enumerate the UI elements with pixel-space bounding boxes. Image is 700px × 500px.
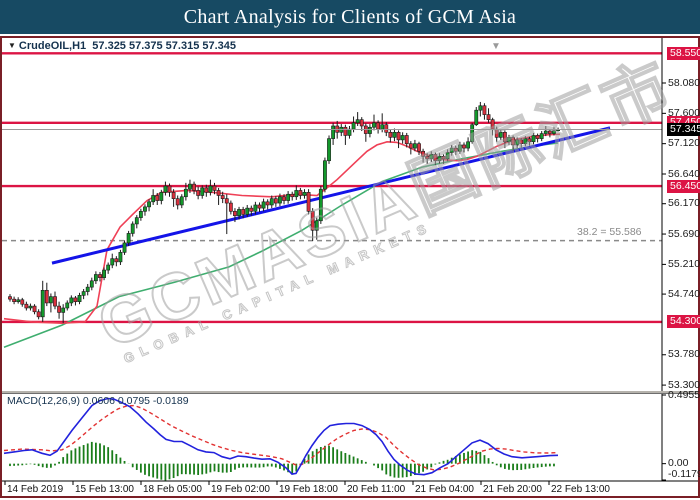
price-tick-54.740: 54.740 [668,287,700,300]
macd-main-line [3,397,559,476]
date-label-6: 21 Feb 04:00 [415,484,474,495]
title-banner: Chart Analysis for Clients of GCM Asia [0,0,700,34]
fib-382-label: 38.2 = 55.586 [577,225,642,238]
price-tick-57.600: 57.600 [668,106,700,119]
price-tick-57.120: 57.120 [668,137,700,150]
date-label-3: 19 Feb 02:00 [211,484,270,495]
price-tick-58.080: 58.080 [668,76,700,89]
ohlc-readout: 57.325 57.375 57.315 57.345 [92,40,237,52]
chart-shift-icon[interactable]: ▼ [491,41,501,52]
date-label-0: 14 Feb 2019 [7,484,64,495]
line-price-tag-58.550: 58.550 [667,46,700,60]
macd-indicator-label: MACD(12,26,9) 0.0606 0.0795 -0.0189 [7,395,189,407]
macd-histogram [9,441,555,481]
price-tick-56.170: 56.170 [668,197,700,210]
page-title: Chart Analysis for Clients of GCM Asia [183,5,517,28]
line-price-tag-56.450: 56.450 [667,179,700,193]
chart-window: ▼ CrudeOIL,H1 57.325 57.375 57.315 57.345… [0,36,700,498]
chart-canvas[interactable] [2,38,698,496]
current-price-tag-57.345: 57.345 [667,122,700,136]
macd-signal-line [3,404,559,471]
line-price-tag-54.300: 54.300 [667,315,700,329]
price-tick-53.300: 53.300 [668,378,700,391]
date-label-1: 15 Feb 13:00 [75,484,134,495]
price-tick-53.780: 53.780 [668,348,700,361]
date-label-4: 19 Feb 18:00 [279,484,338,495]
price-tick-56.640: 56.640 [668,167,700,180]
symbol-header[interactable]: ▼ CrudeOIL,H1 57.325 57.375 57.315 57.345 [8,40,236,52]
symbol-label: CrudeOIL,H1 [18,40,87,52]
date-label-2: 18 Feb 05:00 [143,484,202,495]
candles [8,101,560,324]
macd-tick-0.4955: 0.4955 [668,388,700,401]
price-tick-55.210: 55.210 [668,257,700,270]
date-label-7: 21 Feb 20:00 [483,484,542,495]
red-ma-line [3,133,561,325]
price-tick-55.690: 55.690 [668,227,700,240]
green-ma-line [3,142,559,348]
macd-tick--0.1179: -0.1179 [668,467,700,480]
trendline[interactable] [51,126,611,265]
date-label-8: 22 Feb 13:00 [551,484,610,495]
macd-tick-0.00: 0.00 [668,457,689,470]
date-label-5: 20 Feb 11:00 [347,484,406,495]
chevron-down-icon[interactable]: ▼ [8,41,16,50]
